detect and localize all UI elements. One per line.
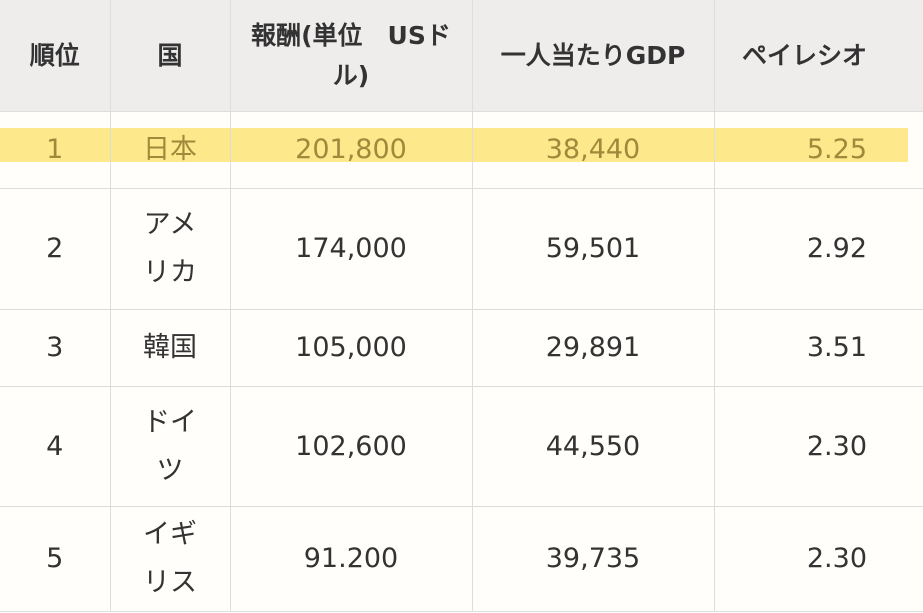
table-cell: 2.30 (714, 506, 923, 612)
cell-text: 2.30 (806, 430, 867, 462)
cell-text: 174,000 (295, 233, 407, 264)
cell-text: 44,550 (545, 430, 641, 462)
table-row: 2 アメリカ 174,000 59,501 2.92 (0, 188, 923, 310)
cell-text: 105,000 (295, 332, 407, 363)
table-cell: 5 (0, 506, 111, 612)
table-cell: 5.25 (714, 111, 923, 189)
table-cell: イギリス (110, 506, 231, 612)
table-cell: 105,000 (230, 309, 473, 387)
header-cell: 国 (110, 0, 231, 112)
header-cell: 報酬(単位 USドル) (230, 0, 473, 112)
cell-text: 29,891 (545, 332, 641, 363)
table-cell: 3 (0, 309, 111, 387)
table-row: 4 ドイツ 102,600 44,550 2.30 (0, 386, 923, 507)
table-body: 1 日本 201,800 38,440 5.25 2 アメリカ 174,000 59,501 2.… (0, 111, 923, 612)
cell-text: 5 (46, 543, 64, 574)
header-row: 順位 国 報酬(単位 USドル) 一人当たりGDP ペイレシオ (0, 0, 923, 112)
table-cell: 201,800 (230, 111, 473, 189)
cell-text: 3 (46, 332, 64, 363)
header-text: 順位 (29, 40, 80, 70)
table-cell: 2.92 (714, 188, 923, 310)
table-cell: 1 (0, 111, 111, 189)
cell-text: アメリカ (143, 209, 197, 288)
table-cell: 174,000 (230, 188, 473, 310)
cell-text: 38,440 (545, 134, 641, 165)
cell-text: 韓国 (143, 332, 197, 363)
table-cell: 韓国 (110, 309, 231, 387)
table-cell: 59,501 (472, 188, 715, 310)
cell-text: 5.25 (806, 134, 867, 165)
table-cell: ドイツ (110, 386, 231, 507)
cell-text: 2 (46, 233, 64, 264)
header-text: ペイレシオ (741, 40, 867, 70)
table-cell: 91.200 (230, 506, 473, 612)
cell-text: 日本 (143, 134, 197, 165)
header-text: 一人当たりGDP (500, 40, 686, 70)
table-cell: 日本 (110, 111, 231, 189)
table-row: 3 韓国 105,000 29,891 3.51 (0, 309, 923, 387)
table-cell: 29,891 (472, 309, 715, 387)
table-row: 5 イギリス 91.200 39,735 2.30 (0, 506, 923, 612)
table-cell: 44,550 (472, 386, 715, 507)
header-cell: 順位 (0, 0, 111, 112)
table-cell: 3.51 (714, 309, 923, 387)
table-cell: 2.30 (714, 386, 923, 507)
table-cell: 38,440 (472, 111, 715, 189)
table-cell: 102,600 (230, 386, 473, 507)
cell-text: 91.200 (303, 543, 399, 574)
cell-text: 3.51 (806, 332, 867, 363)
table-cell: 4 (0, 386, 111, 507)
table-row: 1 日本 201,800 38,440 5.25 (0, 111, 923, 189)
cell-text: イギリス (143, 519, 197, 598)
cell-text: 2.30 (806, 543, 867, 574)
cell-text: 59,501 (545, 233, 641, 264)
cell-text: ドイツ (143, 406, 197, 486)
cell-text: 201,800 (295, 134, 407, 165)
header-text: 報酬(単位 USドル) (251, 20, 451, 90)
cell-text: 2.92 (806, 233, 867, 264)
table-cell: アメリカ (110, 188, 231, 310)
table-cell: 2 (0, 188, 111, 310)
cell-text: 102,600 (295, 430, 407, 462)
header-cell: 一人当たりGDP (472, 0, 715, 112)
table-cell: 39,735 (472, 506, 715, 612)
table-header: 順位 国 報酬(単位 USドル) 一人当たりGDP ペイレシオ (0, 0, 923, 112)
header-text: 国 (157, 40, 183, 70)
cell-text: 1 (46, 134, 64, 165)
header-cell: ペイレシオ (714, 0, 923, 112)
cell-text: 39,735 (545, 543, 641, 574)
cell-text: 4 (46, 430, 64, 462)
